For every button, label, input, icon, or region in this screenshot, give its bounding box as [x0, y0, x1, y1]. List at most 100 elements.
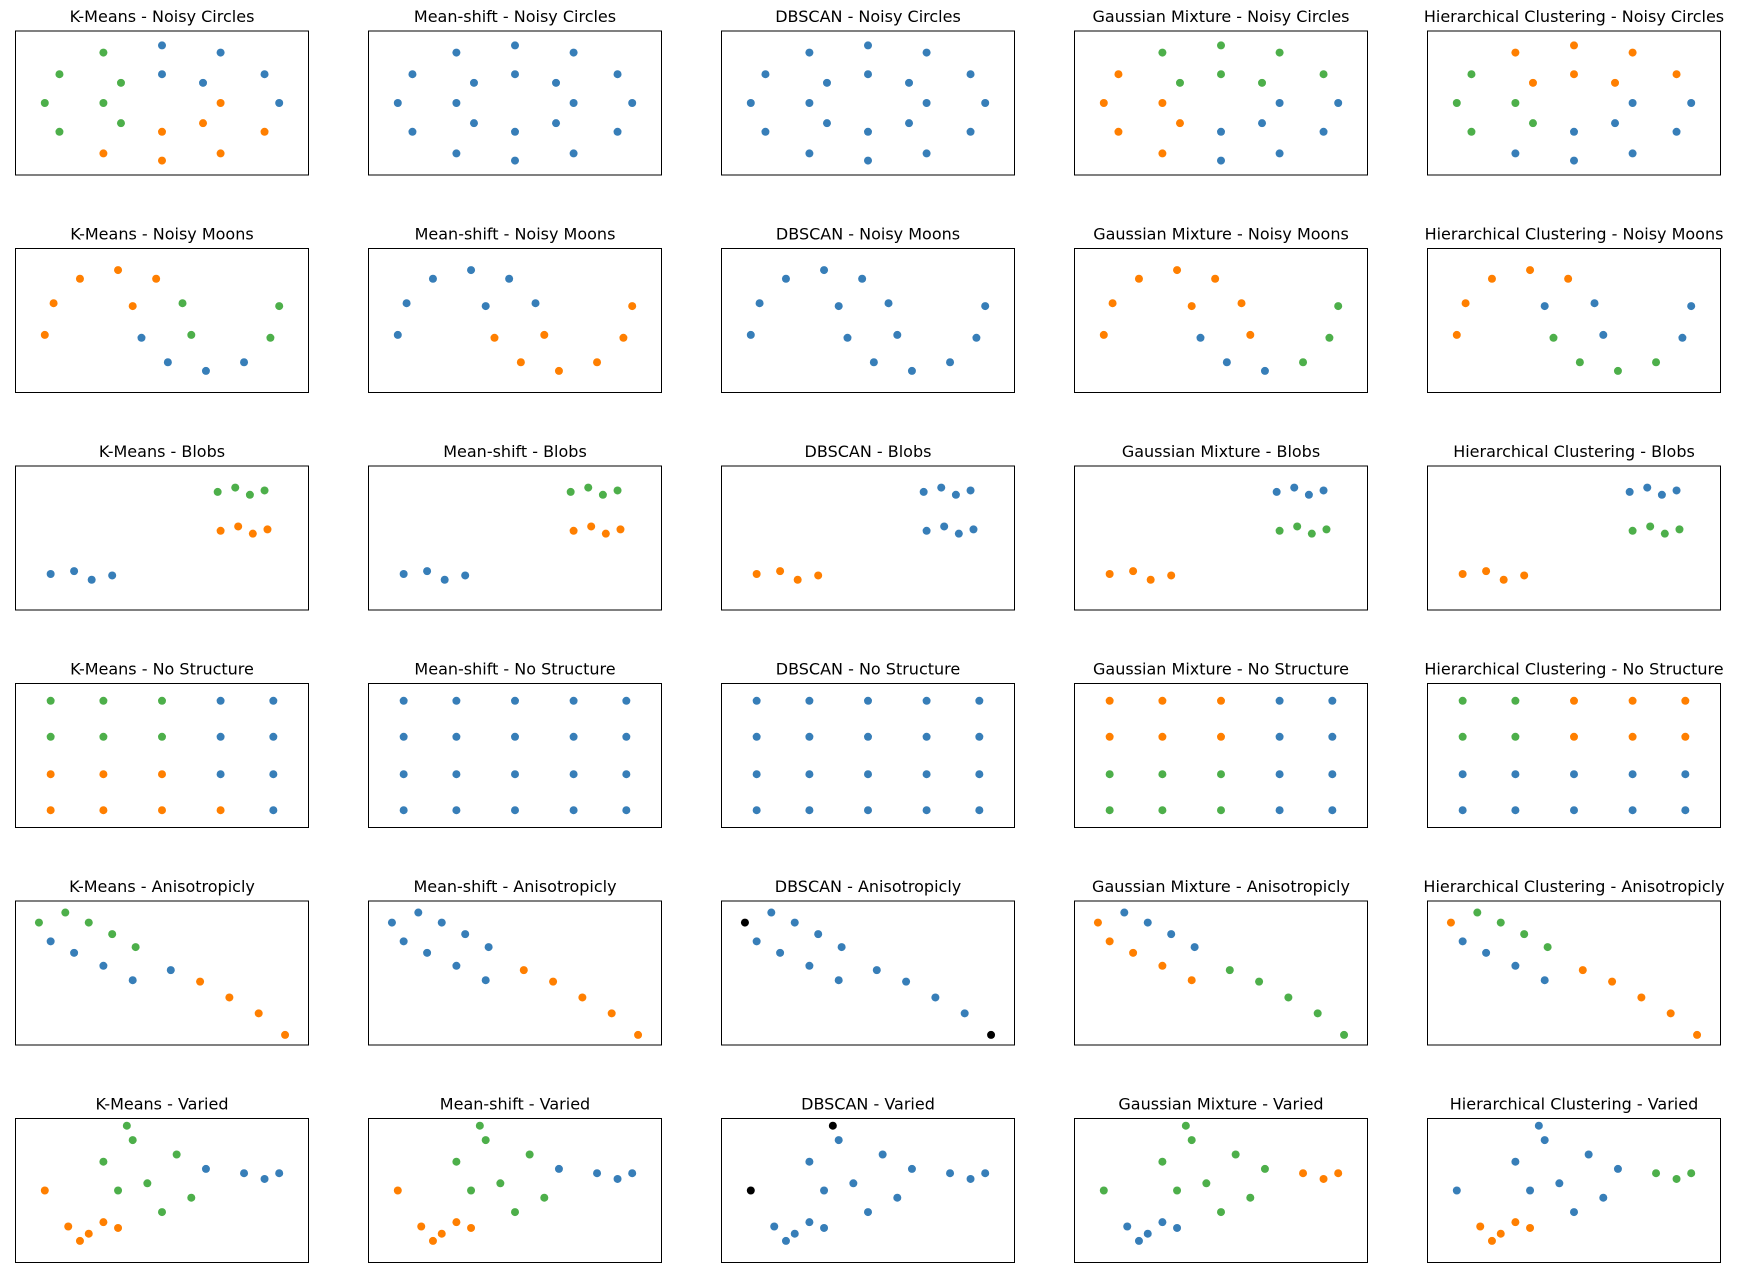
- scatter-point: [216, 696, 225, 705]
- plot-frame: [15, 683, 309, 828]
- scatter-point: [158, 696, 166, 705]
- scatter-point: [216, 149, 225, 158]
- scatter-point: [467, 1186, 476, 1195]
- scatter-point: [1275, 696, 1284, 705]
- scatter-point: [1511, 732, 1520, 741]
- scatter-point: [975, 732, 984, 741]
- scatter-point: [869, 358, 878, 367]
- scatter-point: [216, 732, 225, 741]
- scatter-point: [1319, 127, 1328, 136]
- scatter-point: [822, 119, 831, 128]
- scatter-point: [1628, 732, 1637, 741]
- scatter-point: [128, 1136, 137, 1145]
- scatter-point: [1313, 1009, 1322, 1018]
- scatter-point: [1255, 977, 1264, 986]
- scatter-point: [834, 1136, 843, 1145]
- plot-frame: [1427, 30, 1721, 176]
- scatter-point: [746, 1186, 755, 1195]
- scatter-point: [1158, 806, 1167, 815]
- scatter-point: [196, 977, 205, 986]
- scatter-point: [1187, 302, 1196, 311]
- scatter-point: [1196, 333, 1205, 342]
- scatter-point: [1693, 1030, 1702, 1039]
- scatter-point: [1564, 274, 1573, 283]
- scatter-point: [469, 119, 478, 128]
- plot-frame: [368, 30, 662, 176]
- scatter-point: [275, 1169, 284, 1178]
- scatter-point: [70, 948, 79, 957]
- scatter-point: [1108, 299, 1117, 308]
- plot-frame: [721, 30, 1015, 176]
- scatter-point: [622, 806, 631, 815]
- scatter-point: [805, 99, 814, 107]
- scatter-point: [122, 1121, 131, 1130]
- scatter-point: [128, 976, 137, 985]
- chart-title: K-Means - Noisy Moons: [70, 225, 253, 244]
- scatter-point: [201, 1164, 210, 1173]
- scatter-point: [216, 770, 225, 779]
- scatter-point: [1672, 1174, 1681, 1183]
- scatter-point: [260, 70, 269, 79]
- chart-title: Mean-shift - Blobs: [443, 442, 587, 461]
- scatter-point: [46, 570, 55, 578]
- scatter-point: [1540, 302, 1549, 311]
- scatter-point: [1158, 732, 1167, 741]
- scatter-point: [1129, 948, 1138, 957]
- scatter-point: [569, 99, 578, 107]
- scatter-point: [158, 732, 166, 741]
- chart-title: DBSCAN - No Structure: [776, 660, 960, 679]
- scatter-point: [1540, 1136, 1549, 1145]
- scatter-point: [622, 732, 631, 741]
- scatter-point: [1628, 149, 1637, 158]
- scatter-point: [893, 330, 902, 339]
- scatter-point: [864, 41, 872, 50]
- scatter-point: [969, 525, 978, 534]
- scatter-point: [960, 1009, 969, 1018]
- scatter-point: [260, 127, 269, 136]
- scatter-point: [1675, 525, 1684, 534]
- chart-title: K-Means - Blobs: [99, 442, 225, 461]
- scatter-point: [1599, 330, 1608, 339]
- scatter-point: [511, 41, 519, 50]
- scatter-point: [776, 567, 785, 576]
- scatter-point: [966, 1174, 975, 1183]
- scatter-point: [858, 274, 867, 283]
- plot-frame: [721, 900, 1015, 1046]
- scatter-point: [387, 918, 396, 927]
- scatter-point: [1328, 806, 1337, 815]
- scatter-point: [805, 48, 814, 57]
- scatter-point: [1105, 937, 1114, 946]
- scatter-point: [275, 99, 284, 107]
- plot-frame: [721, 465, 1015, 611]
- scatter-point: [805, 696, 814, 705]
- scatter-point: [1275, 526, 1284, 535]
- scatter-point: [622, 696, 631, 705]
- scatter-point: [440, 575, 449, 584]
- scatter-point: [166, 966, 175, 975]
- scatter-point: [417, 1222, 426, 1231]
- scatter-point: [99, 806, 108, 815]
- scatter-point: [490, 333, 499, 342]
- scatter-point: [805, 770, 814, 779]
- scatter-point: [55, 70, 64, 79]
- scatter-point: [1681, 770, 1690, 779]
- scatter-point: [61, 908, 70, 917]
- scatter-point: [849, 1179, 858, 1188]
- scatter-point: [1328, 696, 1337, 705]
- scatter-point: [1555, 1179, 1564, 1188]
- chart-title: Gaussian Mixture - No Structure: [1093, 660, 1349, 679]
- scatter-point: [99, 1218, 108, 1227]
- scatter-point: [820, 266, 829, 275]
- plot-frame: [1074, 900, 1368, 1046]
- scatter-point: [752, 732, 761, 741]
- scatter-point: [587, 522, 596, 531]
- scatter-point: [46, 770, 55, 779]
- scatter-point: [905, 78, 914, 87]
- scatter-point: [776, 948, 785, 957]
- scatter-point: [269, 806, 278, 815]
- scatter-point: [1511, 1157, 1520, 1166]
- scatter-point: [137, 333, 146, 342]
- scatter-point: [1105, 732, 1114, 741]
- scatter-point: [1570, 156, 1578, 165]
- scatter-point: [613, 1174, 622, 1183]
